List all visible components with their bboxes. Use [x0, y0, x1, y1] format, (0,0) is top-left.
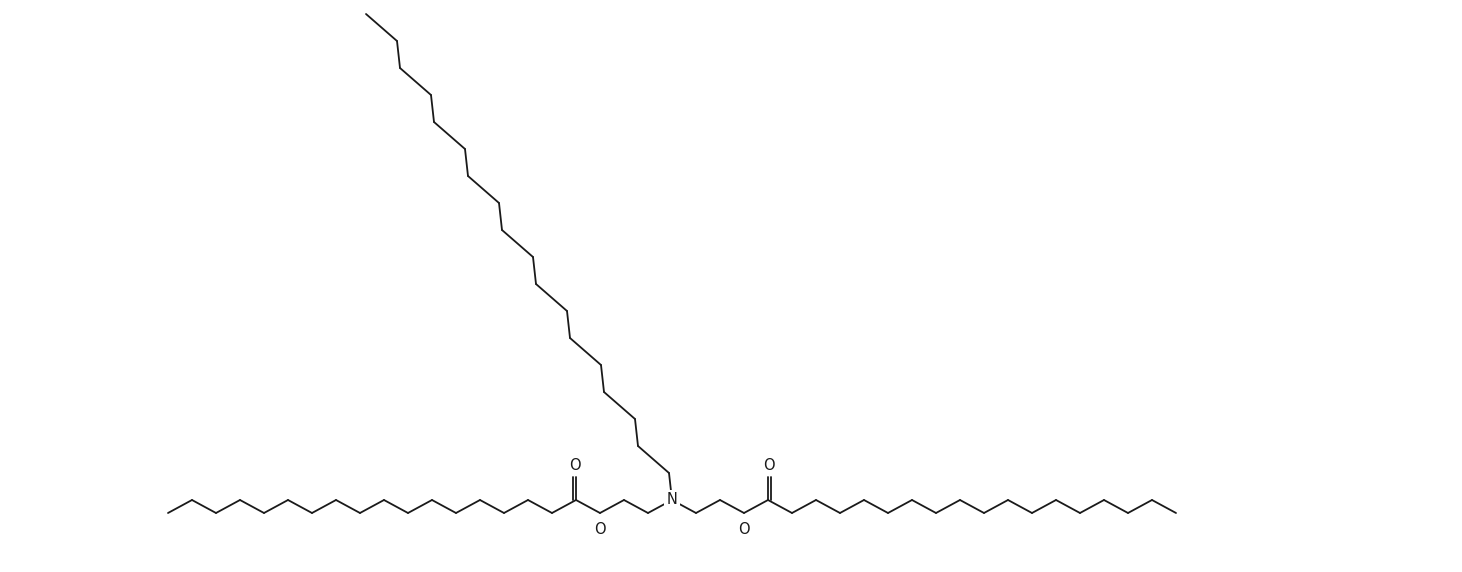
- Text: O: O: [763, 458, 775, 472]
- Text: N: N: [667, 492, 677, 507]
- Text: O: O: [738, 522, 750, 537]
- Text: O: O: [569, 458, 580, 472]
- Text: O: O: [594, 522, 605, 537]
